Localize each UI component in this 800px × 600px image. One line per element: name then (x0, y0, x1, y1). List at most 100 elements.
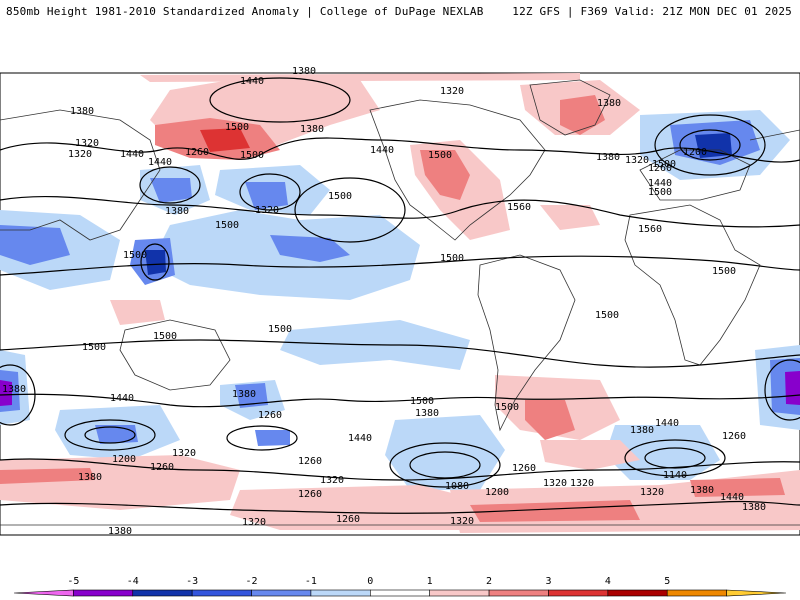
anomaly-pos3-north-pacific-core (200, 128, 250, 152)
anomaly-pos1-south-atlantic (540, 440, 640, 470)
colorbar-label: -2 (245, 576, 258, 587)
contour-label: 1200 (112, 454, 136, 465)
contour-line (0, 500, 800, 514)
colorbar-swatch (73, 589, 134, 597)
contour-label: 1380 (2, 384, 26, 395)
contour-label: 1380 (292, 66, 316, 77)
contour-line (0, 339, 800, 368)
contour-line (0, 196, 800, 228)
closed-low-contour (654, 114, 766, 176)
contour-label: 1260 (512, 463, 536, 474)
contour-label: 1500 (215, 220, 239, 231)
colorbar-swatch (607, 589, 668, 597)
contour-label: 1500 (648, 187, 672, 198)
contour-label: 1260 (298, 489, 322, 500)
contour-label: 1320 (68, 149, 92, 160)
colorbar-label: 4 (604, 576, 611, 587)
contour-label: 1500 (652, 159, 676, 170)
contour-label: 1320 (440, 86, 464, 97)
closed-low-contour (140, 243, 170, 281)
contour-label: 1380 (70, 106, 94, 117)
colorbar-swatch (666, 589, 727, 597)
europe-outline (639, 149, 751, 201)
closed-low-contour (764, 359, 800, 421)
contour-label: 1500 (268, 324, 292, 335)
closed-high-contour (294, 177, 406, 243)
anomaly-pos1-indonesia (110, 300, 165, 325)
colorbar-swatch (251, 589, 312, 597)
colorbar-swatch (132, 589, 193, 597)
continent-outlines (0, 79, 800, 526)
contour-label: 1500 (440, 253, 464, 264)
contour-label: 1380 (300, 124, 324, 135)
colorbar-swatch (488, 589, 549, 597)
anomaly-pos2-south-band (470, 500, 640, 522)
contour-label: 1440 (120, 149, 144, 160)
contour-label: 1440 (655, 418, 679, 429)
anomaly-neg2-tasman-low (255, 430, 290, 446)
contour-label: 1380 (165, 206, 189, 217)
contour-label: 1500 (428, 150, 452, 161)
contour-label: 1500 (225, 122, 249, 133)
contour-label: 1320 (75, 138, 99, 149)
colorbar-label: 2 (486, 576, 493, 587)
contour-label: 1320 (172, 448, 196, 459)
anomaly-pos2-west-south-band (0, 468, 95, 484)
contour-label: 1200 (683, 147, 707, 158)
closed-low-contour (679, 129, 741, 161)
anomaly-neg2-central-pacific (270, 235, 350, 262)
colorbar-swatch (429, 589, 490, 597)
colorbar-label: -1 (304, 576, 317, 587)
contour-label: 1500 (595, 310, 619, 321)
anomaly-neg4-east-edge-core (785, 371, 800, 405)
height-contours (0, 77, 800, 514)
contour-label: 1380 (415, 408, 439, 419)
closed-low-contour (624, 439, 726, 477)
colorbar-label: 1 (426, 576, 433, 587)
contour-label: 1440 (348, 433, 372, 444)
colorbar-swatch (191, 589, 252, 597)
contour-label: 1380 (742, 502, 766, 513)
contour-label: 1500 (82, 342, 106, 353)
contour-label: 1260 (185, 147, 209, 158)
contour-label: 1320 (570, 478, 594, 489)
contour-label: 1320 (255, 205, 279, 216)
closed-low-contour (409, 451, 481, 479)
contour-label: 1380 (597, 98, 621, 109)
contour-label: 1500 (410, 396, 434, 407)
asia-outline (0, 109, 161, 241)
contour-label: 1260 (336, 514, 360, 525)
contour-label: 1320 (543, 478, 567, 489)
north-america-outline (369, 99, 546, 241)
contour-label: 1380 (596, 152, 620, 163)
contour-label: 1380 (78, 472, 102, 483)
contour-label: 1380 (108, 526, 132, 537)
anomaly-pos2-east-south-band (690, 478, 785, 497)
contour-label: 1140 (663, 470, 687, 481)
contour-label: 1260 (258, 410, 282, 421)
colorbar-swatch (13, 589, 74, 597)
contour-label: 1080 (445, 481, 469, 492)
contour-label: 1260 (648, 163, 672, 174)
closed-low-contour (64, 419, 156, 451)
closed-low-contour (0, 364, 36, 426)
contour-label: 1500 (712, 266, 736, 277)
closed-low-contour (139, 166, 201, 204)
contour-label: 1440 (110, 393, 134, 404)
contour-line (0, 255, 800, 276)
colorbar-label: 0 (367, 576, 374, 587)
contour-label: 1440 (648, 178, 672, 189)
closed-low-contour (644, 447, 706, 469)
colorbar-label: -3 (186, 576, 199, 587)
colorbar-swatch (370, 589, 430, 597)
anomaly-pos2-south-america (525, 400, 575, 440)
anomaly-neg3-philippines-core (145, 250, 166, 275)
closed-low-contour (239, 173, 301, 211)
contour-label: 1380 (690, 485, 714, 496)
colorbar-swatch (726, 589, 787, 597)
anomaly-neg2-australia-low (235, 383, 268, 408)
contour-line (0, 393, 800, 408)
anomaly-neg2-japan-low (150, 178, 192, 203)
contour-label: 1320 (242, 517, 266, 528)
